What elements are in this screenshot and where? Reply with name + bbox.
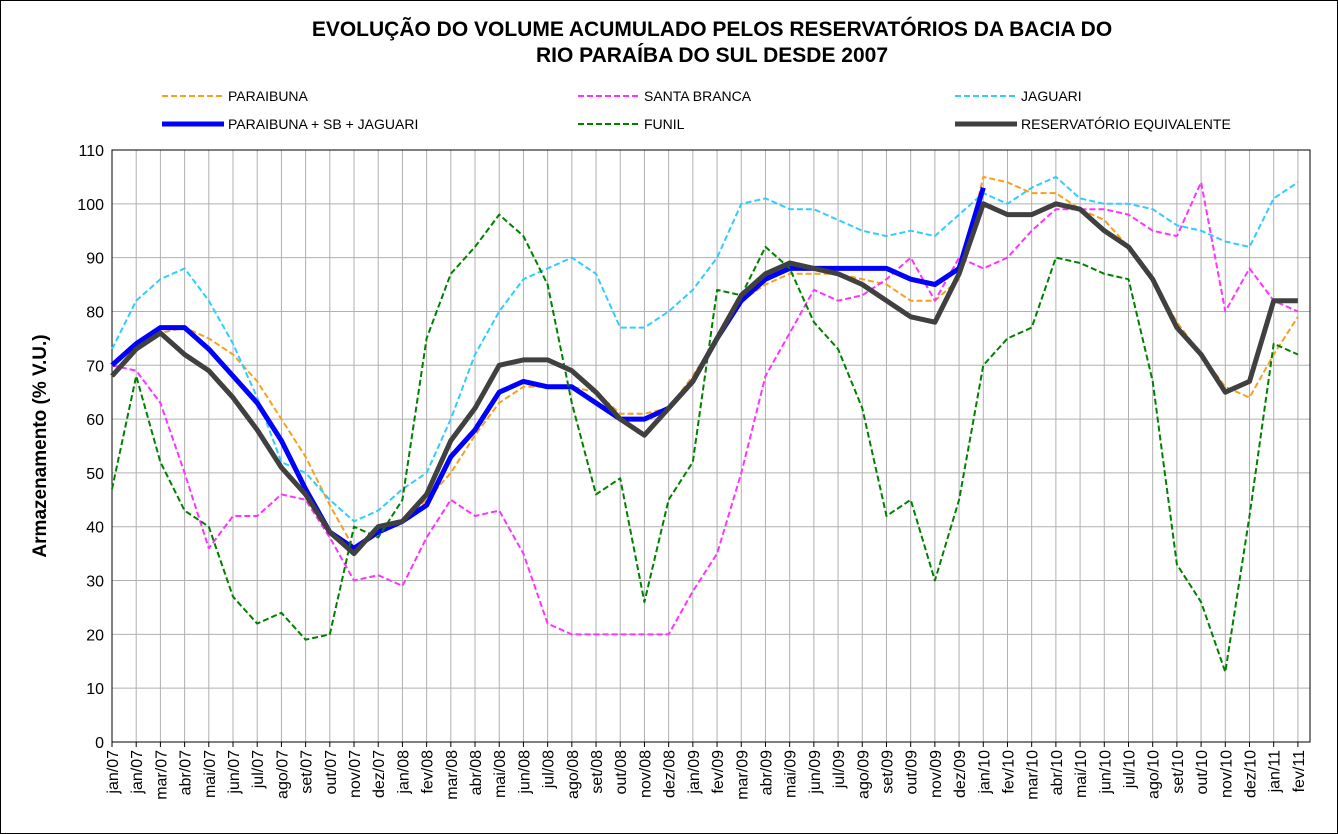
y-tick-label: 20: [86, 627, 104, 644]
x-tick-label: dez/09: [952, 750, 969, 798]
x-tick-label: set/07: [299, 750, 316, 794]
series-line: [110, 186, 986, 551]
x-tick-label: fev/10: [1000, 750, 1017, 794]
x-tick-label: jan/10: [976, 750, 993, 795]
x-tick-label: jul/08: [541, 750, 558, 789]
x-tick-label: mai/09: [783, 750, 800, 798]
y-tick-label: 70: [86, 358, 104, 375]
x-tick-label: jan/07: [129, 750, 146, 795]
legend-label: PARAIBUNA: [228, 88, 309, 104]
x-tick-label: abr/09: [758, 750, 775, 795]
chart-title: RIO PARAÍBA DO SUL DESDE 2007: [536, 44, 888, 67]
x-tick-label: ago/07: [274, 750, 291, 799]
x-tick-label: ago/09: [855, 750, 872, 799]
x-tick-label: jan/09: [686, 750, 703, 795]
x-tick-label: jun/07: [226, 750, 243, 795]
x-tick-label: out/10: [1194, 750, 1211, 795]
x-tick-label: mai/10: [1073, 750, 1090, 798]
x-tick-label: jul/07: [250, 750, 267, 789]
x-tick-label: jul/10: [1121, 750, 1138, 789]
x-tick-label: jan/11: [1267, 750, 1284, 794]
x-tick-label: out/09: [904, 750, 921, 795]
y-tick-label: 50: [86, 466, 104, 483]
y-tick-label: 60: [86, 412, 104, 429]
x-tick-label: nov/09: [928, 750, 945, 798]
y-tick-label: 30: [86, 574, 104, 591]
x-tick-label: jun/09: [807, 750, 824, 795]
series-line: [111, 181, 1299, 636]
x-tick-label: abr/07: [178, 750, 195, 795]
y-tick-label: 100: [77, 197, 104, 214]
x-tick-label: nov/07: [347, 750, 364, 798]
y-tick-label: 0: [95, 735, 104, 752]
x-tick-label: dez/08: [662, 750, 679, 798]
chart-title: EVOLUÇÃO DO VOLUME ACUMULADO PELOS RESER…: [312, 17, 1112, 41]
x-tick-label: out/08: [613, 750, 630, 795]
y-tick-label: 40: [86, 520, 104, 537]
y-tick-label: 110: [78, 143, 104, 160]
x-tick-label: set/09: [879, 750, 896, 794]
x-tick-label: ago/10: [1146, 750, 1163, 799]
series-line: [111, 175, 1299, 523]
x-tick-label: mai/07: [202, 750, 219, 798]
x-tick-label: mai/08: [492, 750, 509, 798]
x-tick-label: ago/08: [565, 750, 582, 799]
x-tick-label: set/08: [589, 750, 606, 794]
y-tick-label: 90: [86, 251, 104, 268]
x-tick-label: mar/09: [734, 750, 751, 800]
y-tick-label: 10: [86, 681, 104, 698]
x-tick-label: jun/08: [516, 750, 533, 795]
x-tick-label: mar/10: [1025, 750, 1042, 800]
x-tick-label: out/07: [323, 750, 340, 795]
x-tick-label: mar/08: [444, 750, 461, 800]
x-tick-label: set/10: [1170, 750, 1187, 794]
legend-label: PARAIBUNA + SB + JAGUARI: [228, 116, 418, 132]
y-tick-label: 80: [86, 304, 104, 321]
x-tick-label: jan/08: [395, 750, 412, 795]
legend-label: JAGUARI: [1021, 88, 1082, 104]
x-tick-label: mar/07: [153, 750, 170, 800]
legend-label: RESERVATÓRIO EQUIVALENTE: [1021, 116, 1231, 132]
x-tick-label: nov/10: [1218, 750, 1235, 798]
x-tick-label: fev/08: [420, 750, 437, 794]
x-tick-label: fev/11: [1291, 750, 1308, 793]
x-tick-label: nov/08: [637, 750, 654, 798]
x-tick-label: dez/07: [371, 750, 388, 798]
plot-border: [111, 149, 1311, 743]
x-tick-label: abr/08: [468, 750, 485, 795]
series-line: [111, 213, 1299, 673]
legend-label: SANTA BRANCA: [644, 88, 752, 104]
x-tick-label: jul/09: [831, 750, 848, 789]
series-line: [110, 201, 1298, 557]
x-tick-label: dez/10: [1242, 750, 1259, 798]
legend-label: FUNIL: [644, 116, 685, 132]
y-axis-label: Armazenamento (% V.U.): [30, 334, 51, 557]
x-tick-label: jun/10: [1097, 750, 1114, 795]
x-tick-label: fev/09: [710, 750, 727, 794]
x-tick-label: abr/10: [1049, 750, 1066, 795]
x-tick-label: jan/07: [105, 750, 122, 795]
